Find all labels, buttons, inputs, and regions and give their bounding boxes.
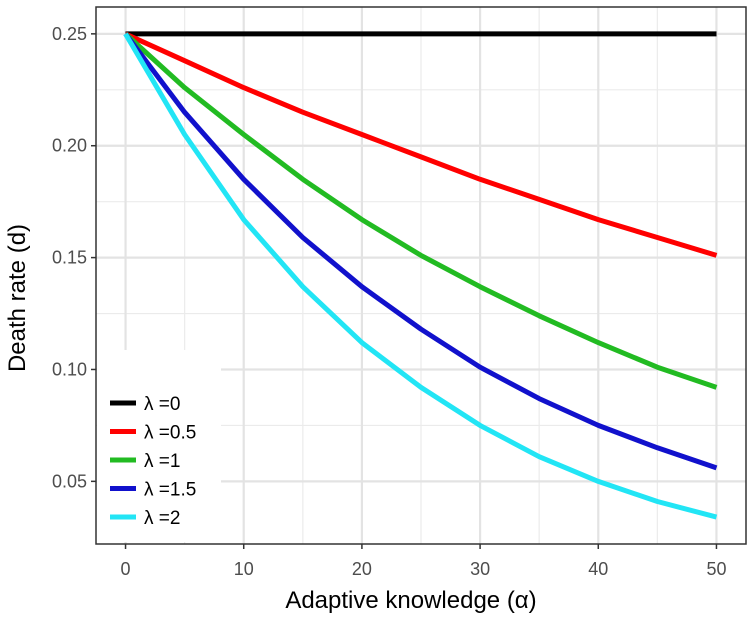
y-tick-label: 0.20 xyxy=(52,136,87,156)
legend-label-1: λ =0.5 xyxy=(144,423,196,444)
x-tick-label: 40 xyxy=(588,559,608,579)
series-line-1 xyxy=(124,31,718,258)
series-line-3 xyxy=(123,32,718,471)
legend-label-2: λ =1 xyxy=(144,451,180,472)
legend-label-3: λ =1.5 xyxy=(144,480,196,501)
legend-label-0: λ =0 xyxy=(144,394,180,415)
x-tick-label: 20 xyxy=(352,559,372,579)
y-tick-label: 0.10 xyxy=(52,359,87,379)
x-axis-label: Adaptive knowledge (α) xyxy=(285,587,536,614)
x-tick-label: 0 xyxy=(121,559,131,579)
legend-background xyxy=(97,350,221,542)
panel-border xyxy=(95,6,747,545)
y-tick-label: 0.25 xyxy=(52,24,87,44)
x-tick-label: 30 xyxy=(470,559,490,579)
x-tick-label: 10 xyxy=(234,559,254,579)
y-tick-label: 0.05 xyxy=(52,471,87,491)
y-axis-ticks: 0.05 0.10 0.15 0.20 0.25 xyxy=(52,24,96,491)
series-line-2 xyxy=(123,32,718,390)
series-line-4 xyxy=(123,32,718,520)
grid-minor xyxy=(96,7,746,544)
legend-label-4: λ =2 xyxy=(144,508,180,529)
x-axis-ticks: 0 10 20 30 40 50 xyxy=(121,544,726,579)
y-tick-label: 0.15 xyxy=(52,248,87,268)
series-layer xyxy=(123,31,718,520)
legend: λ =0 λ =0.5 λ =1 λ =1.5 λ =2 xyxy=(110,394,196,529)
y-axis-label: Death rate (d) xyxy=(4,224,31,372)
x-tick-label: 50 xyxy=(706,559,726,579)
